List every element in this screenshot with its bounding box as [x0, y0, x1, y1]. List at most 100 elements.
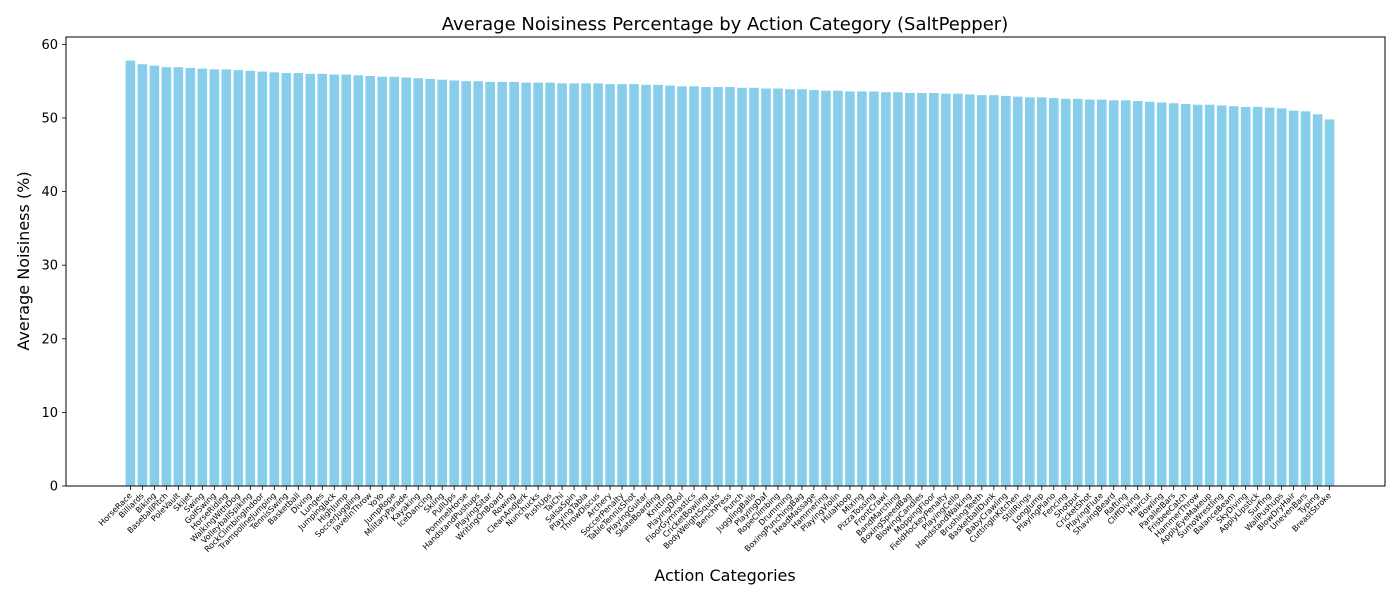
- bar: [485, 81, 495, 487]
- bar: [1264, 107, 1275, 486]
- bar: [725, 87, 735, 487]
- bar: [833, 90, 843, 486]
- bar: [569, 83, 579, 487]
- bar: [665, 85, 675, 486]
- bar: [989, 95, 999, 487]
- bar: [1144, 101, 1155, 487]
- bar: [1001, 95, 1011, 486]
- bar: [605, 84, 615, 487]
- bar: [1288, 110, 1299, 487]
- y-tick-label: 60: [41, 38, 58, 53]
- bar: [341, 74, 352, 486]
- y-axis-label: Average Noisiness (%): [14, 171, 33, 350]
- bar: [161, 67, 172, 487]
- bar: [1192, 104, 1203, 486]
- bar: [821, 90, 831, 486]
- y-tick-label: 0: [50, 480, 58, 495]
- bar: [677, 86, 687, 486]
- bar: [209, 69, 220, 486]
- bar: [173, 67, 184, 487]
- x-axis-label: Action Categories: [654, 566, 795, 585]
- bar: [809, 90, 819, 486]
- bar: [377, 76, 388, 486]
- bar: [1168, 103, 1179, 486]
- bar: [293, 73, 304, 486]
- bar: [977, 95, 987, 487]
- bar: [281, 73, 292, 486]
- bar: [593, 83, 603, 487]
- bar: [917, 92, 927, 486]
- bar: [749, 87, 759, 486]
- bar: [1025, 97, 1035, 487]
- bar: [533, 82, 543, 486]
- bar: [365, 76, 376, 486]
- y-axis: 0 10 20 30 40 50 60: [41, 38, 66, 495]
- y-tick-label: 40: [41, 185, 58, 200]
- bar: [713, 87, 723, 487]
- bar: [413, 78, 423, 486]
- bar: [629, 84, 639, 487]
- bar: [449, 80, 459, 487]
- bar: [437, 79, 447, 486]
- bar: [425, 78, 435, 487]
- bar: [1048, 98, 1059, 486]
- bar: [581, 83, 591, 487]
- bar: [197, 68, 208, 487]
- bar: [545, 82, 555, 486]
- bar: [317, 73, 328, 487]
- bar: [929, 92, 939, 486]
- bar: [1060, 98, 1071, 486]
- bar: [1120, 100, 1131, 487]
- bar: [497, 81, 507, 487]
- bar: [401, 77, 412, 486]
- bar: [869, 91, 879, 486]
- bar: [1204, 104, 1215, 486]
- bar: [1096, 99, 1107, 486]
- bar: [1180, 103, 1191, 486]
- bar: [221, 69, 232, 486]
- bar: [761, 88, 771, 487]
- bar: [389, 76, 400, 486]
- bar: [353, 75, 364, 486]
- bar: [509, 81, 519, 487]
- y-tick-label: 10: [41, 406, 58, 421]
- plot-frame: [65, 36, 1386, 487]
- bar: [689, 86, 699, 486]
- bars-group: [125, 60, 1335, 487]
- bar: [557, 83, 567, 487]
- bar: [305, 73, 316, 487]
- bar: [125, 60, 136, 487]
- bar: [797, 89, 807, 486]
- bar: [785, 89, 795, 486]
- bar: [1276, 108, 1287, 487]
- bar: [149, 65, 160, 487]
- bar: [881, 92, 891, 486]
- bar: [857, 91, 867, 486]
- bar: [941, 93, 951, 487]
- bar: [905, 92, 915, 486]
- bar: [965, 94, 975, 486]
- y-tick-label: 50: [41, 111, 58, 126]
- bar: [641, 84, 651, 486]
- bar: [1013, 96, 1023, 487]
- bar: [1037, 97, 1047, 487]
- bar: [1252, 106, 1263, 487]
- bar: [461, 81, 471, 486]
- bar: [1216, 105, 1227, 486]
- bar: [257, 71, 268, 486]
- bar: [245, 70, 256, 487]
- bar: [1300, 111, 1311, 486]
- bar: [1312, 114, 1323, 486]
- bar: [737, 87, 747, 486]
- bar: [1324, 119, 1335, 486]
- bar: [1072, 98, 1083, 486]
- bar: [269, 72, 280, 486]
- bar: [701, 87, 711, 487]
- bar: [653, 84, 663, 486]
- bar: [521, 82, 531, 486]
- bar: [1132, 101, 1143, 486]
- bar: [1108, 100, 1119, 487]
- bar: [617, 84, 627, 487]
